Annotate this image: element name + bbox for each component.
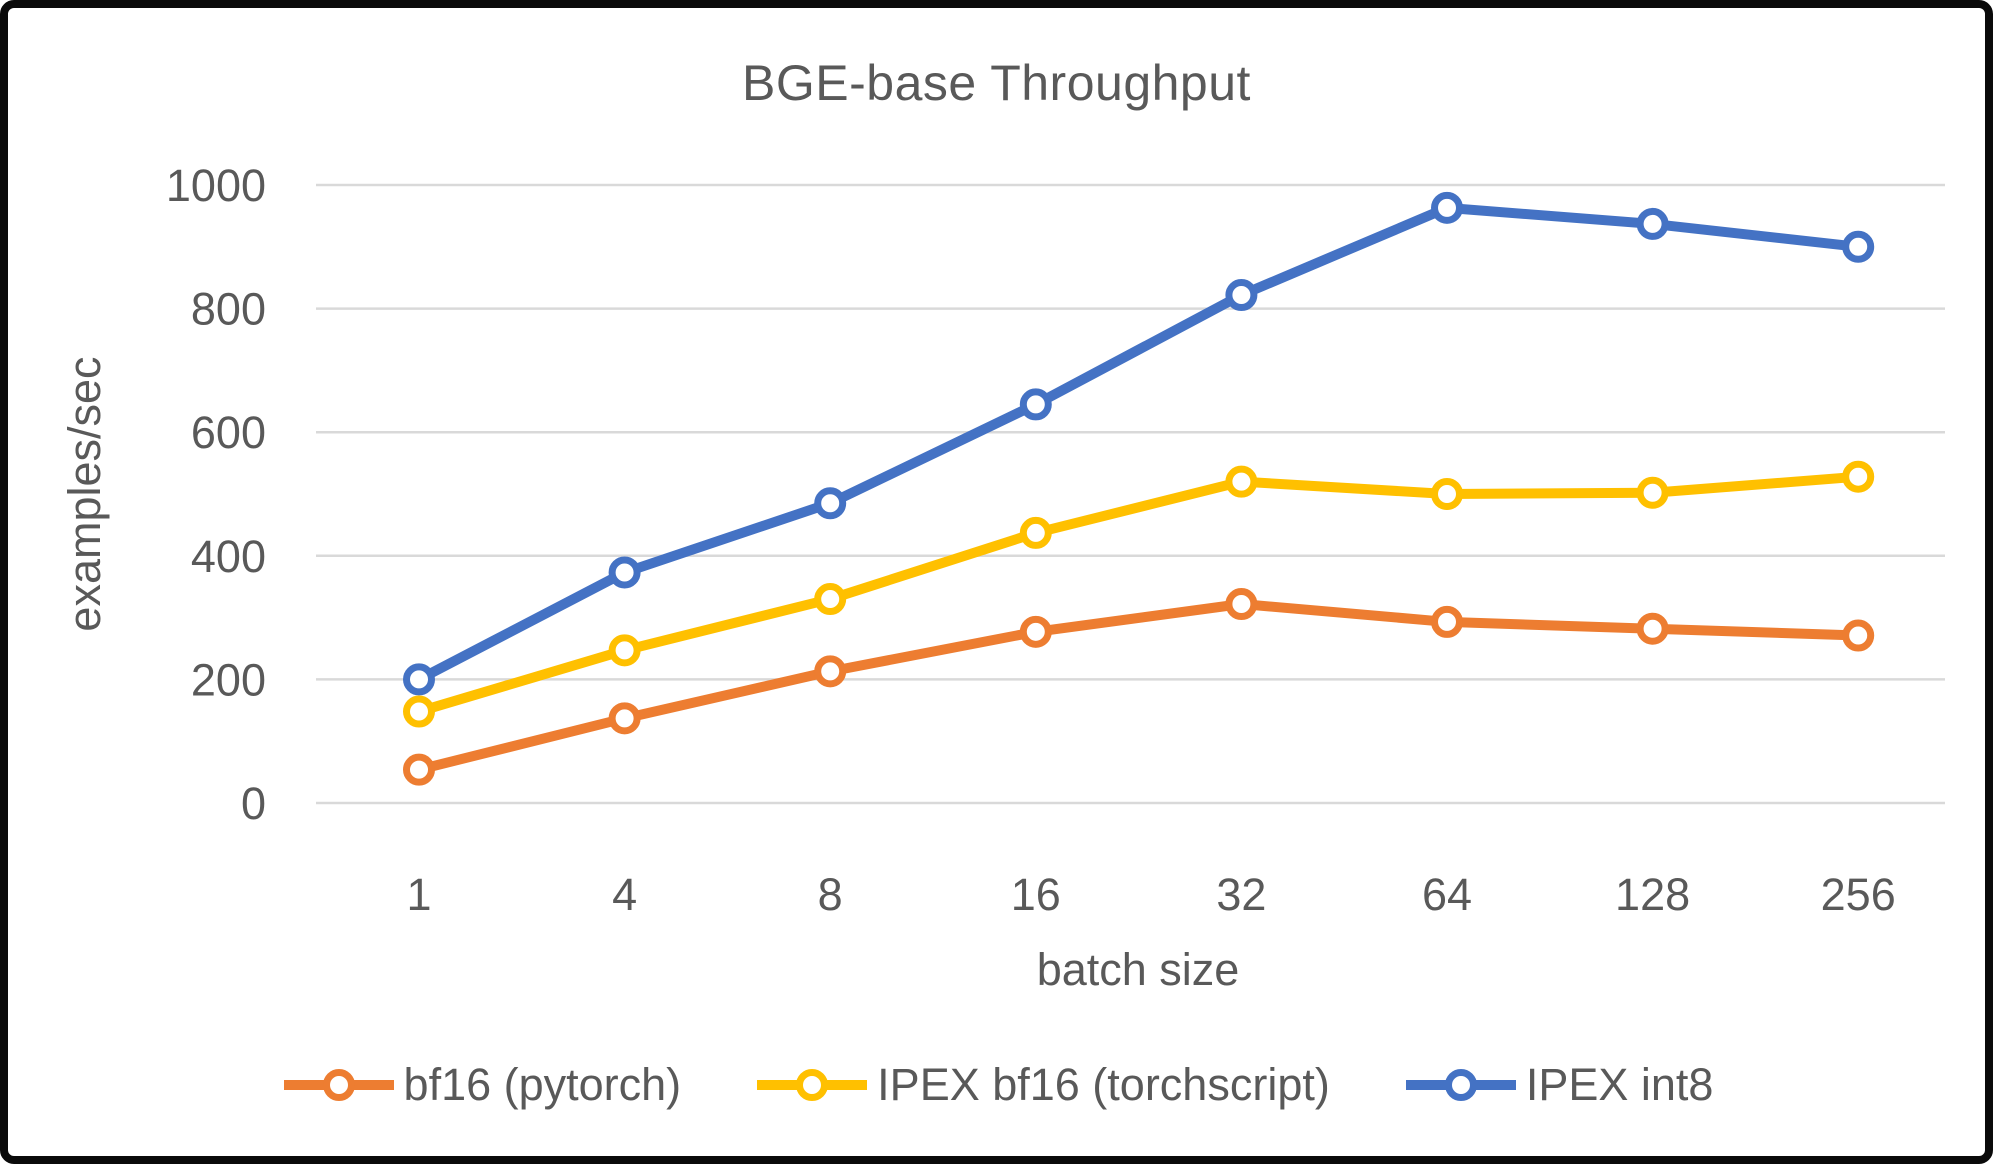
data-point-marker [1842, 619, 1875, 652]
chart-legend: bf16 (pytorch) IPEX bf16 (torchscript) I… [8, 1059, 1985, 1111]
data-point-marker [608, 556, 641, 589]
y-tick-label: 800 [191, 284, 266, 335]
y-tick-label: 400 [191, 531, 266, 582]
legend-item-ipex-int8: IPEX int8 [1402, 1059, 1714, 1111]
legend-marker-line-icon [1405, 1069, 1516, 1101]
y-tick-label: 200 [191, 654, 266, 705]
data-point-marker [1636, 612, 1669, 645]
x-tick-label: 4 [612, 869, 637, 920]
data-point-marker [1225, 465, 1258, 498]
legend-marker-line-icon [757, 1069, 868, 1101]
data-point-marker [1636, 207, 1669, 240]
x-tick-label: 1 [406, 869, 431, 920]
data-point-marker [1431, 191, 1463, 224]
series-line-bf16-pytorch- [414, 599, 1864, 775]
legend-marker-line-icon [283, 1069, 394, 1101]
data-point-marker [814, 583, 847, 616]
data-point-marker [1019, 516, 1052, 549]
legend-label: IPEX bf16 (torchscript) [877, 1059, 1330, 1110]
legend-label: IPEX int8 [1525, 1059, 1714, 1110]
data-point-marker [403, 695, 435, 728]
series-line-ipex-bf16-torchscript- [414, 471, 1864, 717]
data-point-marker [608, 702, 641, 735]
x-axis-title: batch size [1036, 944, 1240, 995]
y-tick-label: 0 [241, 778, 266, 829]
x-tick-label: 16 [1011, 869, 1061, 920]
x-tick-label: 64 [1422, 869, 1472, 920]
data-point-marker [403, 753, 435, 786]
legend-item-bf16-pytorch: bf16 (pytorch) [280, 1059, 682, 1111]
data-point-marker [1636, 476, 1669, 509]
line-chart-plot-area: 0 200 400 600 800 1000 1 4 8 16 32 64 128 256 [166, 160, 1945, 920]
x-tick-label: 8 [818, 869, 843, 920]
data-point-marker [1842, 230, 1875, 263]
y-axis-title: examples/sec [59, 356, 110, 632]
x-tick-label: 256 [1821, 869, 1896, 920]
y-tick-label: 600 [191, 407, 266, 458]
data-point-marker [1019, 388, 1052, 421]
data-point-marker [1431, 478, 1463, 510]
data-point-marker [1842, 460, 1875, 493]
chart-title: BGE-base Throughput [742, 55, 1251, 111]
legend-label: bf16 (pytorch) [403, 1059, 682, 1110]
data-point-marker [814, 487, 847, 520]
data-point-marker [608, 634, 641, 667]
data-point-marker [403, 663, 435, 696]
data-point-marker [1225, 279, 1258, 312]
data-point-marker [1019, 615, 1052, 648]
series-line-ipex-int8 [414, 202, 1864, 685]
y-tick-label: 1000 [166, 160, 266, 211]
data-point-marker [1431, 605, 1463, 638]
x-tick-label: 32 [1216, 869, 1266, 920]
x-tick-label: 128 [1615, 869, 1690, 920]
data-point-marker [1225, 588, 1258, 621]
legend-item-ipex-bf16-torchscript: IPEX bf16 (torchscript) [753, 1059, 1330, 1111]
data-point-marker [814, 655, 847, 688]
